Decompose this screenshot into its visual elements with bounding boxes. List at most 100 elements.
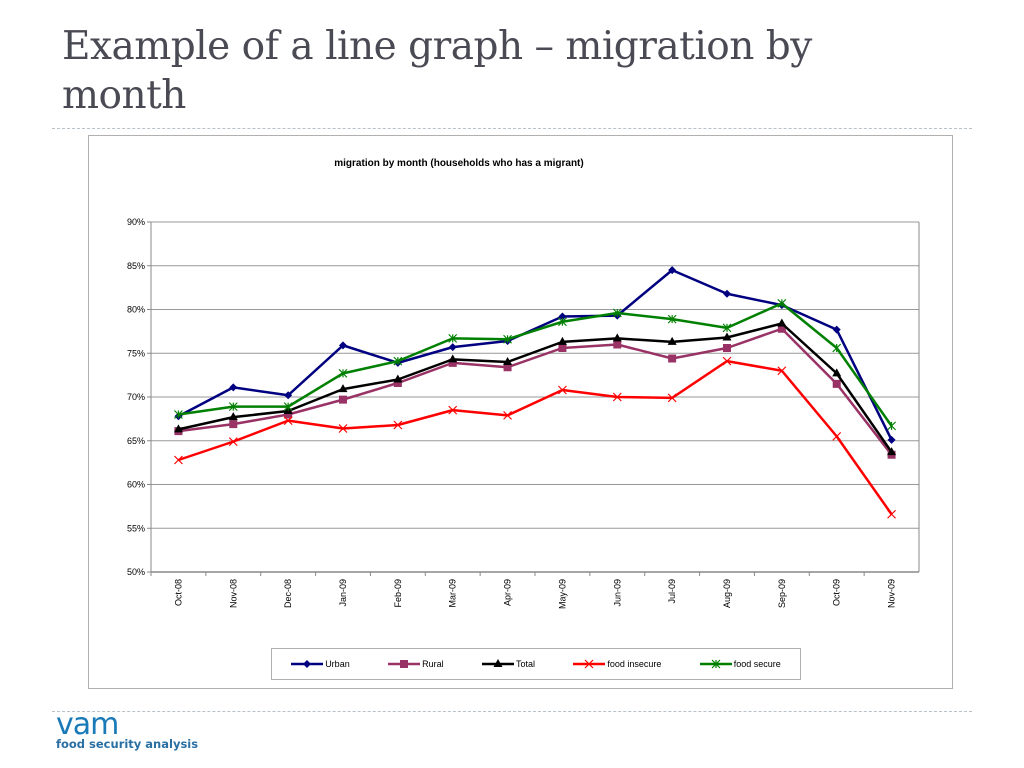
marker-x (283, 416, 293, 426)
legend-label: Urban (325, 659, 350, 669)
marker-star (832, 343, 842, 353)
legend-label: food insecure (607, 659, 662, 669)
marker-triangle (612, 333, 622, 342)
marker-triangle (503, 357, 513, 365)
legend-swatch (388, 660, 421, 668)
marker-x (393, 420, 403, 430)
marker-square (339, 395, 347, 404)
marker-diamond (339, 341, 347, 350)
x-tick-label: Mar-09 (448, 579, 458, 608)
marker-star (393, 356, 403, 366)
series-line-total (178, 322, 893, 453)
slide-title: Example of a line graph – migration by m… (62, 24, 812, 118)
chart-title: migration by month (households who has a… (334, 158, 584, 169)
y-tick-label: 80% (127, 305, 145, 315)
x-tick-label: Jun-09 (612, 579, 622, 607)
marker-triangle (228, 412, 238, 421)
bottom-divider (52, 711, 972, 712)
marker-diamond (668, 266, 677, 275)
marker-triangle (887, 447, 897, 456)
y-tick-label: 90% (127, 217, 145, 227)
y-tick-label: 60% (127, 480, 145, 490)
logo-main: vam (56, 707, 119, 742)
y-tick-label: 85% (127, 261, 145, 271)
marker-x (887, 509, 896, 519)
marker-x (777, 366, 787, 376)
marker-diamond (448, 343, 457, 352)
y-tick-label: 65% (127, 436, 145, 446)
series-line-urban (177, 268, 893, 441)
marker-triangle (393, 374, 403, 383)
marker-square (393, 379, 402, 387)
logo-sub: food security analysis (56, 737, 199, 751)
marker-square (503, 363, 512, 372)
x-tick-label: Jan-09 (338, 579, 348, 607)
series-line-food-insecure (178, 359, 893, 515)
x-tick-label: May-09 (557, 579, 567, 609)
marker-diamond (832, 325, 841, 334)
marker-square (448, 358, 457, 367)
marker-diamond (558, 312, 567, 321)
x-tick-label: Dec-08 (283, 579, 293, 608)
x-tick-label: Nov-09 (887, 579, 897, 608)
legend-item: food insecure (573, 659, 661, 669)
legend-swatch (291, 660, 324, 668)
line-chart: 50% 55% 60% 65% 70% 75% 80% 85% 90% Oct-08 Nov-08 D… (127, 217, 920, 609)
x-tick-label: Apr-09 (503, 579, 513, 606)
series-line-rural (178, 327, 893, 456)
legend-item: Total (481, 659, 535, 669)
marker-x (612, 392, 622, 402)
marker-x (832, 431, 842, 441)
marker-square (558, 344, 567, 352)
chart-legend: Urban Rural Total food insecure food secure (271, 648, 801, 680)
marker-star (503, 334, 512, 344)
marker-x (503, 410, 512, 420)
legend-item: food secure (699, 659, 781, 669)
marker-star (174, 410, 183, 419)
legend-swatch (699, 659, 732, 669)
x-tick-label: Oct-09 (832, 579, 842, 606)
marker-triangle (832, 368, 842, 377)
y-tick-label: 50% (127, 567, 145, 577)
chart-container: migration by month (households who has a… (88, 135, 953, 689)
marker-triangle (557, 336, 567, 345)
marker-diamond (723, 289, 731, 298)
x-tick-label: Jul-09 (667, 579, 677, 604)
marker-square (229, 420, 238, 429)
marker-star (283, 402, 293, 412)
legend-swatch (481, 659, 514, 667)
marker-diamond (887, 435, 896, 444)
x-tick-label: Sep-09 (777, 579, 787, 608)
marker-square (668, 354, 677, 363)
marker-star (558, 317, 567, 327)
legend-label: Rural (422, 659, 444, 669)
marker-triangle (173, 424, 183, 433)
marker-star (777, 298, 787, 308)
marker-x (722, 356, 732, 366)
marker-x (448, 405, 458, 415)
marker-triangle (722, 332, 732, 341)
marker-x (174, 455, 183, 465)
x-tick-label: Nov-08 (228, 579, 238, 608)
y-tick-label: 75% (127, 348, 145, 358)
marker-square (832, 379, 841, 388)
marker-star (448, 333, 458, 343)
vam-logo: vam food security analysis (56, 707, 199, 752)
marker-x (338, 424, 348, 433)
marker-x (558, 385, 567, 395)
marker-star (667, 314, 677, 324)
legend-label: food secure (733, 659, 781, 669)
marker-star (338, 368, 348, 378)
legend-label: Total (515, 659, 535, 669)
marker-x (228, 437, 238, 447)
y-tick-label: 70% (127, 392, 145, 402)
legend-item: Rural (388, 659, 444, 669)
marker-triangle (777, 318, 787, 327)
legend-swatch (573, 659, 606, 669)
marker-triangle (448, 354, 458, 363)
x-tick-label: Feb-09 (393, 579, 403, 608)
marker-diamond (229, 383, 238, 392)
marker-x (667, 393, 677, 403)
marker-triangle (338, 384, 348, 393)
marker-star (612, 308, 622, 318)
